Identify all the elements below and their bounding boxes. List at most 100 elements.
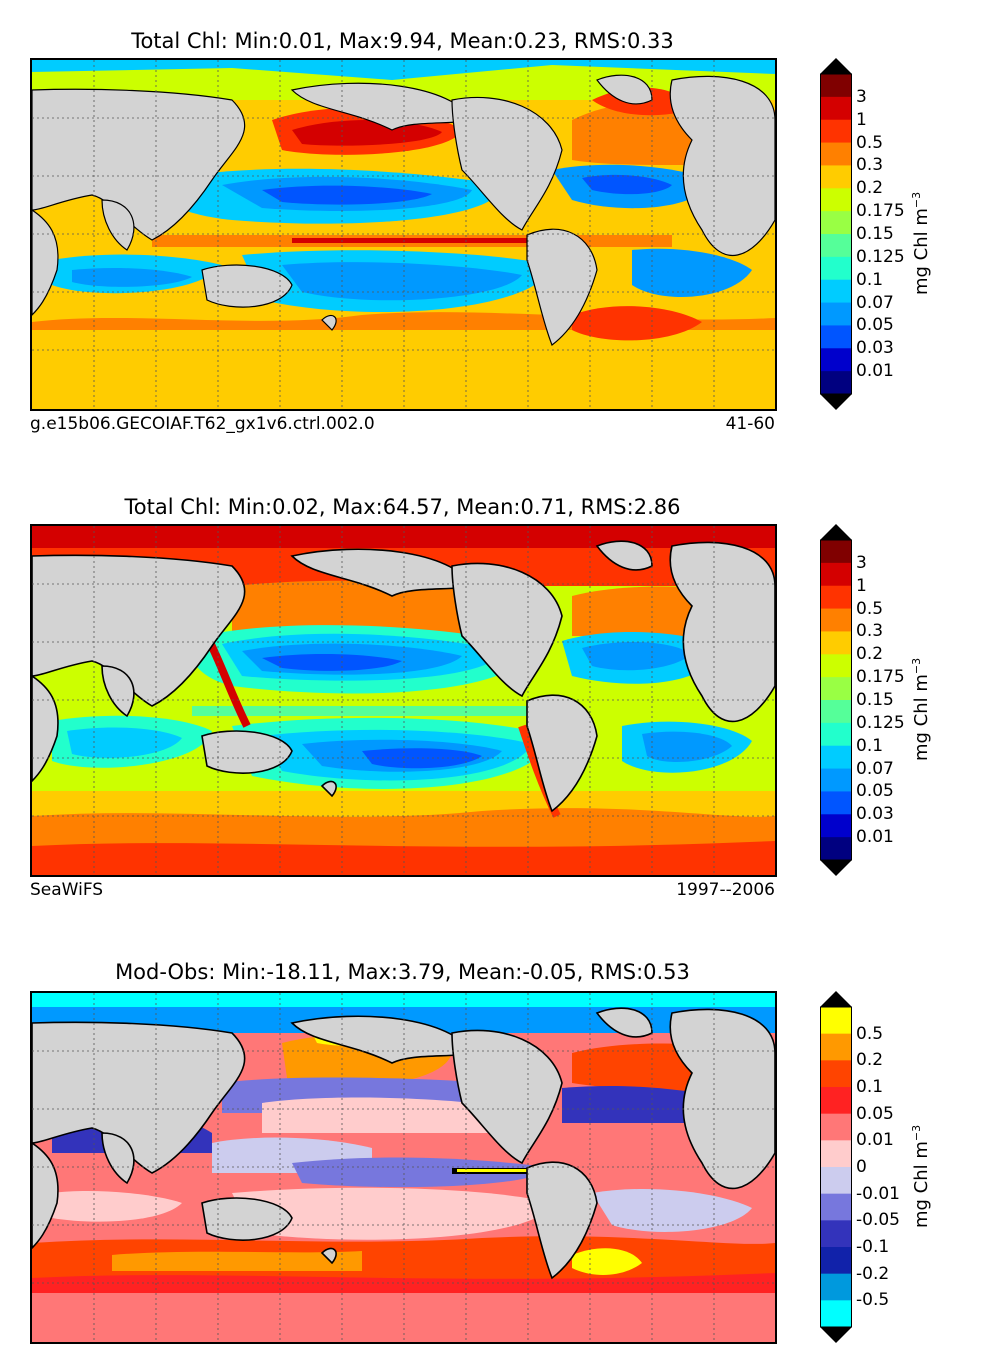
colorbar-swatch	[820, 1033, 852, 1061]
unit-exponent: −3	[910, 1124, 923, 1142]
panel-title: Total Chl: Min:0.01, Max:9.94, Mean:0.23…	[131, 29, 674, 53]
colorbar-extend-bottom	[820, 860, 852, 876]
colorbar-tick-label: 0.15	[856, 224, 894, 244]
map-svg	[32, 526, 775, 875]
colorbar-swatch	[820, 371, 852, 395]
colorbar-tick-label: 0.2	[856, 644, 884, 665]
colorbar-tick-label: 0.01	[856, 827, 894, 848]
colorbar-swatch	[820, 1247, 852, 1275]
colorbar-swatch	[820, 188, 852, 212]
chlorophyll-map	[30, 58, 777, 411]
colorbar-tick-label: 3	[856, 86, 867, 107]
colorbar-swatch	[820, 562, 852, 587]
colorbar-swatch	[820, 279, 852, 304]
colorbar-swatch	[820, 1300, 852, 1328]
colorbar-tick-label: 0.01	[856, 1130, 894, 1151]
colorbar-tick-label: 0.15	[856, 690, 894, 710]
colorbar-tick-label: 0.01	[856, 361, 894, 382]
panel-observations: Total Chl: Min:0.02, Max:64.57, Mean:0.7…	[0, 466, 981, 926]
colorbar-swatch	[820, 119, 852, 144]
panel-title: Total Chl: Min:0.02, Max:64.57, Mean:0.7…	[124, 495, 681, 519]
colorbar-tick-label: 0.1	[856, 1077, 884, 1097]
colorbar-tick-label: 0.1	[856, 735, 884, 756]
colorbar-swatch	[820, 700, 852, 724]
colorbar-swatch	[820, 165, 852, 189]
colorbar-swatch	[820, 791, 852, 815]
footer-source: SeaWiFS	[30, 880, 104, 900]
colorbar-swatch	[820, 96, 852, 121]
colorbar-swatch	[820, 348, 852, 372]
colorbar-swatch	[820, 677, 852, 701]
colorbar-tick-label: 0.5	[856, 132, 884, 153]
colorbar-swatch	[820, 256, 852, 281]
colorbar-swatch	[820, 1220, 852, 1248]
colorbar-tick-label: 0.5	[856, 598, 884, 619]
colorbar-swatch	[820, 325, 852, 349]
colorbar-tick-label: 0.1	[856, 269, 884, 290]
colorbar-tick-label: -0.05	[856, 1210, 900, 1231]
colorbar-swatch	[820, 745, 852, 770]
colorbar-tick-label: 0.03	[856, 338, 894, 359]
colorbar-swatch	[820, 1113, 852, 1141]
colorbar-tick-label: 0.2	[856, 178, 884, 199]
footer-years: 1997--2006	[676, 880, 775, 900]
colorbar-swatch	[820, 837, 852, 861]
colorbar-swatch	[820, 722, 852, 747]
panel-title: Mod-Obs: Min:-18.11, Max:3.79, Mean:-0.0…	[115, 960, 690, 984]
colorbar-extend-bottom	[820, 1327, 852, 1343]
colorbar-tick-label: 0.175	[856, 667, 905, 688]
colorbar-tick-label: 0.07	[856, 292, 894, 313]
colorbar-tick-label: 0.05	[856, 315, 894, 336]
unit-exponent: −3	[910, 191, 923, 209]
colorbar-svg	[820, 58, 852, 410]
colorbar	[820, 58, 852, 410]
colorbar-outline	[820, 539, 852, 861]
footer-years: 41-60	[725, 414, 775, 434]
chlorophyll-map	[30, 524, 777, 877]
colorbar-outline	[820, 1006, 852, 1328]
map-svg	[32, 993, 775, 1342]
colorbar-tick-label: 0.07	[856, 758, 894, 779]
colorbar-tick-label: 0.125	[856, 246, 905, 267]
panel-difference: Mod-Obs: Min:-18.11, Max:3.79, Mean:-0.0…	[0, 933, 981, 1372]
colorbar-svg	[820, 524, 852, 876]
unit-label: mg Chl m−3	[910, 658, 932, 761]
colorbar-tick-label: 0.03	[856, 804, 894, 825]
colorbar-swatch	[820, 142, 852, 166]
colorbar-swatch	[820, 74, 852, 98]
colorbar-swatch	[820, 1273, 852, 1301]
colorbar-tick-label: -0.2	[856, 1263, 890, 1284]
colorbar-tick-label: 0.05	[856, 1103, 894, 1124]
colorbar-extend-top	[820, 58, 852, 74]
colorbar-swatch	[820, 585, 852, 610]
unit-text: mg Chl m	[911, 208, 932, 295]
colorbar-swatch	[820, 1140, 852, 1168]
colorbar-tick-label: -0.01	[856, 1183, 900, 1204]
footer-run-id: g.e15b06.GECOIAF.T62_gx1v6.ctrl.002.0	[30, 414, 375, 434]
unit-label: mg Chl m−3	[910, 1125, 932, 1228]
colorbar-swatch	[820, 814, 852, 838]
colorbar-tick-label: 0.05	[856, 781, 894, 802]
colorbar-swatch	[820, 234, 852, 258]
colorbar-tick-label: 1	[856, 575, 867, 596]
colorbar-tick-label: 0.5	[856, 1023, 884, 1044]
colorbar-swatch	[820, 1060, 852, 1088]
colorbar-swatch	[820, 1193, 852, 1221]
colorbar-extend-bottom	[820, 394, 852, 410]
unit-exponent: −3	[910, 657, 923, 675]
colorbar-swatch	[820, 302, 852, 326]
colorbar	[820, 524, 852, 876]
colorbar-swatch	[820, 1167, 852, 1195]
colorbar-tick-label: -0.1	[856, 1237, 890, 1257]
unit-text: mg Chl m	[911, 674, 932, 761]
colorbar-svg	[820, 991, 852, 1343]
colorbar-tick-label: 1	[856, 109, 867, 130]
unit-text: mg Chl m	[911, 1141, 932, 1228]
colorbar-extend-top	[820, 991, 852, 1007]
colorbar-tick-label: 0.3	[856, 155, 884, 176]
colorbar-tick-label: 0.2	[856, 1050, 884, 1071]
colorbar-tick-label: 0.175	[856, 201, 905, 222]
colorbar-swatch	[820, 654, 852, 678]
map-svg	[32, 60, 775, 409]
colorbar-tick-label: 0.125	[856, 712, 905, 733]
